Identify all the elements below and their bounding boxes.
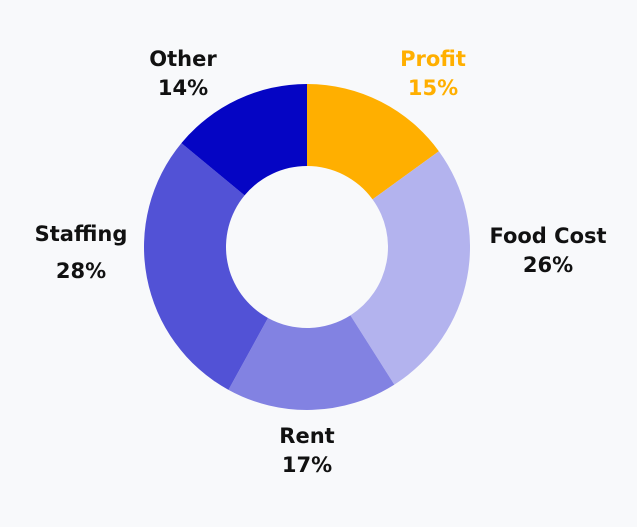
label-name: Profit (400, 47, 466, 71)
slice-label-profit: Profit 15% (400, 45, 466, 103)
label-name: Rent (279, 424, 335, 448)
slice-rent (228, 315, 395, 411)
slice-label-rent: Rent 17% (279, 422, 334, 480)
slice-profit (307, 84, 439, 200)
slice-staffing (143, 143, 268, 390)
slice-other (181, 84, 307, 196)
slice-food-cost (350, 151, 471, 385)
label-name: Staffing (34, 222, 128, 246)
label-value: 28% (55, 259, 107, 283)
label-value: 14% (157, 76, 209, 100)
label-name: Other (149, 47, 217, 71)
label-value: 26% (522, 253, 574, 277)
slice-label-staffing: Staffing 28% (35, 216, 128, 290)
slice-label-other: Other 14% (149, 45, 216, 103)
label-value: 15% (407, 76, 459, 100)
label-value: 17% (281, 453, 333, 477)
label-name: Food Cost (489, 224, 607, 248)
slice-label-food-cost: Food Cost 26% (489, 222, 606, 280)
